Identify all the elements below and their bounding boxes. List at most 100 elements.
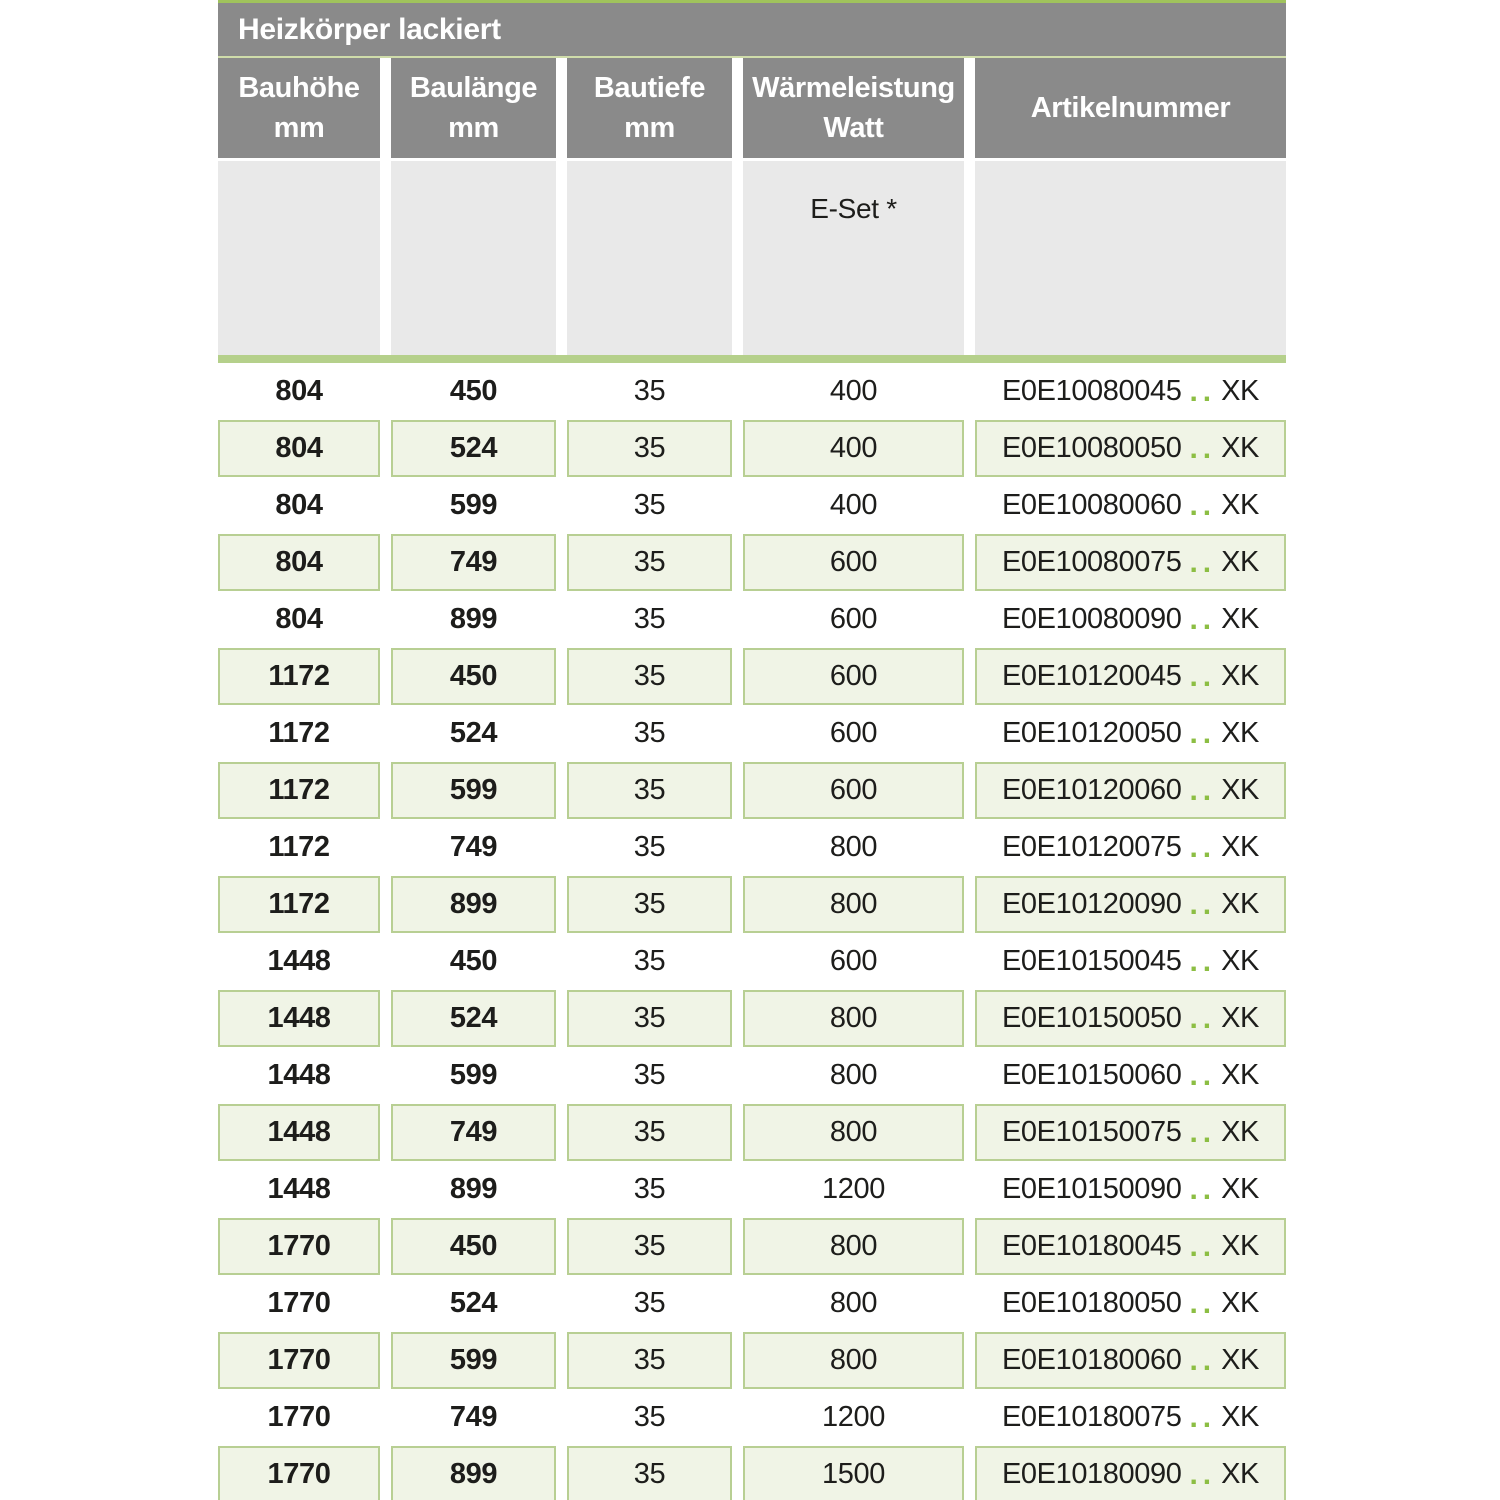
cell-watt: 800	[829, 1059, 878, 1091]
artikel-suffix: XK	[1221, 603, 1259, 635]
cell-artikelnummer: E0E10180075.. XK	[975, 1389, 1286, 1446]
cell-watt: 600	[743, 762, 964, 819]
cell-bauhoehe: 1770	[218, 1218, 380, 1275]
artikel-placeholder-dots: ..	[1189, 1116, 1217, 1149]
cell-artikelnummer: E0E10080045.. XK	[975, 363, 1286, 420]
table-row: 804 450 35 400 E0E10080045.. XK	[218, 363, 1286, 420]
artikel-placeholder-dots: ..	[1189, 432, 1217, 465]
column-header-label: Bautiefe	[593, 72, 706, 104]
cell-bauhoehe: 1172	[218, 648, 380, 705]
cell-bautiefe: 35	[633, 717, 666, 749]
cell-baulaenge: 899	[449, 603, 498, 635]
cell-artikelnummer: E0E10120045.. XK	[975, 648, 1286, 705]
artikel-placeholder-dots: ..	[1189, 1230, 1217, 1263]
cell-watt: 600	[829, 603, 878, 635]
cell-baulaenge: 599	[391, 762, 556, 819]
artikel-code: E0E10150075	[1001, 1116, 1182, 1148]
cell-baulaenge: 749	[449, 1401, 498, 1433]
header-subheader-gap	[218, 158, 1286, 161]
column-header-unit: mm	[624, 112, 675, 144]
cell-artikelnummer: E0E10120050.. XK	[975, 705, 1286, 762]
artikel-suffix: XK	[1221, 945, 1259, 977]
cell-watt: 1200	[822, 1401, 885, 1433]
artikel-placeholder-dots: ..	[1189, 1002, 1217, 1035]
artikel-code: E0E10120075	[1001, 831, 1182, 863]
table-row: 1172 450 35 600 E0E10120045.. XK	[218, 648, 1286, 705]
table-row: 804 524 35 400 E0E10080050.. XK	[218, 420, 1286, 477]
column-header-baulaenge: Baulänge mm	[391, 58, 556, 158]
artikel-code: E0E10180090	[1001, 1458, 1182, 1490]
subheader-cell-bautiefe	[567, 161, 732, 355]
cell-artikelnummer: E0E10120060.. XK	[975, 762, 1286, 819]
cell-artikelnummer: E0E10080060.. XK	[975, 477, 1286, 534]
table-row: 804 899 35 600 E0E10080090.. XK	[218, 591, 1286, 648]
title-separator-rule	[218, 56, 1286, 58]
artikel-placeholder-dots: ..	[1189, 774, 1217, 807]
cell-bauhoehe: 1172	[268, 831, 330, 863]
cell-artikelnummer: E0E10150045.. XK	[975, 933, 1286, 990]
artikel-code: E0E10180075	[1001, 1401, 1182, 1433]
cell-baulaenge: 749	[391, 534, 556, 591]
cell-bautiefe: 35	[567, 876, 732, 933]
table-title-bar: Heizkörper lackiert	[218, 3, 1286, 56]
artikel-suffix: XK	[1221, 1173, 1259, 1205]
artikel-placeholder-dots: ..	[1189, 945, 1217, 978]
cell-bautiefe: 35	[633, 1401, 666, 1433]
artikel-suffix: XK	[1221, 1059, 1259, 1091]
artikel-placeholder-dots: ..	[1189, 1344, 1217, 1377]
column-header-label: Artikelnummer	[1030, 92, 1231, 124]
column-header-label: Baulänge	[409, 72, 538, 104]
artikel-code: E0E10120045	[1001, 660, 1182, 692]
artikel-code: E0E10080090	[1001, 603, 1182, 635]
cell-watt: 800	[743, 1104, 964, 1161]
artikel-placeholder-dots: ..	[1189, 489, 1217, 522]
column-header-unit: mm	[448, 112, 499, 144]
cell-baulaenge: 599	[449, 1059, 498, 1091]
table-row: 1448 599 35 800 E0E10150060.. XK	[218, 1047, 1286, 1104]
table-row: 1770 524 35 800 E0E10180050.. XK	[218, 1275, 1286, 1332]
artikel-suffix: XK	[1221, 546, 1259, 578]
cell-baulaenge: 749	[449, 831, 498, 863]
subheader-cell-baulaenge	[391, 161, 556, 355]
cell-bauhoehe: 1770	[267, 1287, 331, 1319]
table-title: Heizkörper lackiert	[238, 12, 501, 46]
cell-artikelnummer: E0E10120090.. XK	[975, 876, 1286, 933]
artikel-placeholder-dots: ..	[1189, 1458, 1217, 1491]
artikel-code: E0E10080075	[1001, 546, 1182, 578]
cell-artikelnummer: E0E10180045.. XK	[975, 1218, 1286, 1275]
cell-bautiefe: 35	[567, 420, 732, 477]
table-row: 1770 450 35 800 E0E10180045.. XK	[218, 1218, 1286, 1275]
artikel-suffix: XK	[1221, 888, 1259, 920]
artikel-code: E0E10150060	[1001, 1059, 1182, 1091]
cell-watt: 600	[829, 717, 878, 749]
artikel-suffix: XK	[1221, 1116, 1259, 1148]
cell-artikelnummer: E0E10150075.. XK	[975, 1104, 1286, 1161]
artikel-code: E0E10080060	[1001, 489, 1182, 521]
cell-bauhoehe: 1172	[218, 876, 380, 933]
cell-artikelnummer: E0E10080050.. XK	[975, 420, 1286, 477]
cell-artikelnummer: E0E10080075.. XK	[975, 534, 1286, 591]
cell-bautiefe: 35	[633, 945, 666, 977]
artikel-code: E0E10180045	[1001, 1230, 1182, 1262]
cell-watt: 800	[829, 1287, 878, 1319]
column-header-unit: Watt	[823, 112, 884, 144]
column-header-unit: mm	[273, 112, 325, 144]
cell-baulaenge: 450	[391, 1218, 556, 1275]
column-header-waermeleistung: Wärmeleistung Watt	[743, 58, 964, 158]
cell-baulaenge: 749	[391, 1104, 556, 1161]
artikel-suffix: XK	[1221, 489, 1259, 521]
artikel-code: E0E10150050	[1001, 1002, 1182, 1034]
artikel-code: E0E10180050	[1001, 1287, 1182, 1319]
cell-bautiefe: 35	[633, 1059, 666, 1091]
table-row: 804 749 35 600 E0E10080075.. XK	[218, 534, 1286, 591]
cell-bauhoehe: 1448	[218, 1104, 380, 1161]
artikel-suffix: XK	[1221, 1401, 1259, 1433]
cell-bauhoehe: 1770	[218, 1332, 380, 1389]
cell-artikelnummer: E0E10150060.. XK	[975, 1047, 1286, 1104]
thick-green-rule	[218, 355, 1286, 363]
table-row: 804 599 35 400 E0E10080060.. XK	[218, 477, 1286, 534]
artikel-suffix: XK	[1221, 375, 1259, 407]
table-row: 1448 749 35 800 E0E10150075.. XK	[218, 1104, 1286, 1161]
cell-bauhoehe: 1770	[218, 1446, 380, 1500]
